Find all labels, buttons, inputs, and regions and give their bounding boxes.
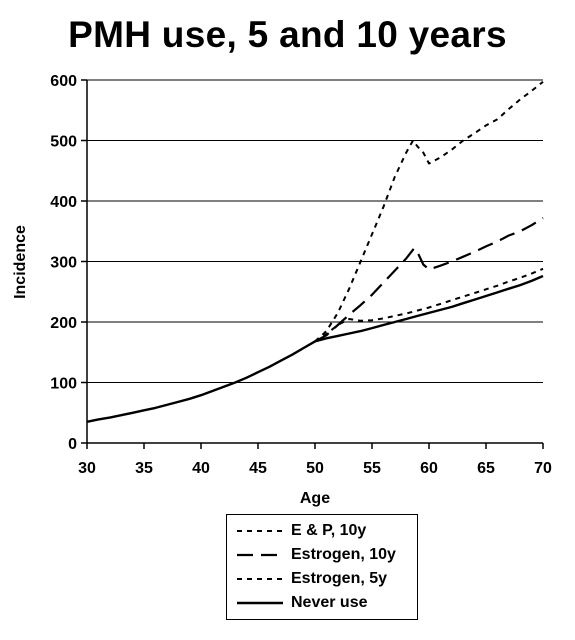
y-tick-label: 200 [50, 315, 77, 332]
y-tick-label: 0 [68, 436, 77, 453]
legend-swatch-short-dash [237, 530, 283, 532]
series-line-estrogen-10y [314, 216, 544, 343]
x-tick-label: 40 [192, 460, 210, 477]
series-lines [86, 81, 544, 423]
x-tick-label: 50 [306, 460, 324, 477]
legend-label: E & P, 10y [291, 522, 367, 539]
legend-label: Estrogen, 5y [291, 570, 388, 587]
grid-lines [87, 79, 543, 383]
legend-swatch-long-dash [237, 553, 283, 557]
x-tick-label: 30 [78, 460, 96, 477]
x-tick-label: 45 [249, 460, 267, 477]
y-tick-label: 500 [50, 134, 77, 151]
x-tick-label: 65 [477, 460, 495, 477]
legend-item-estrogen-5y: Estrogen, 5y [227, 567, 417, 591]
y-tick-label: 300 [50, 255, 77, 272]
y-tick-label: 400 [50, 194, 77, 211]
legend-item-never-use: Never use [227, 591, 417, 615]
x-tick-label: 55 [363, 460, 381, 477]
tick-labels: 0 100 200 300 400 500 600 30 35 40 45 50 55 60 65 70 [50, 73, 552, 477]
series-line-never-use [86, 274, 544, 423]
legend-swatch-solid [237, 601, 283, 605]
y-tick-label: 600 [50, 73, 77, 90]
y-axis-label: Incidence [12, 225, 29, 299]
series-line-e-p-10y [314, 81, 544, 343]
x-tick-label: 70 [534, 460, 552, 477]
x-tick-label: 35 [135, 460, 153, 477]
chart-title: PMH use, 5 and 10 years [68, 14, 507, 55]
legend-swatch-short-dash [237, 578, 283, 580]
legend-label: Never use [291, 594, 368, 611]
x-tick-label: 60 [420, 460, 438, 477]
axes [81, 79, 544, 449]
y-tick-label: 100 [50, 376, 77, 393]
legend: E & P, 10y Estrogen, 10y Estrogen, 5y Ne… [226, 514, 418, 620]
legend-item-estrogen-10y: Estrogen, 10y [227, 543, 417, 567]
legend-item-e-and-p-10y: E & P, 10y [227, 519, 417, 543]
legend-label: Estrogen, 10y [291, 546, 396, 563]
x-axis-label: Age [300, 490, 330, 507]
series-line-estrogen-5y [314, 267, 544, 343]
